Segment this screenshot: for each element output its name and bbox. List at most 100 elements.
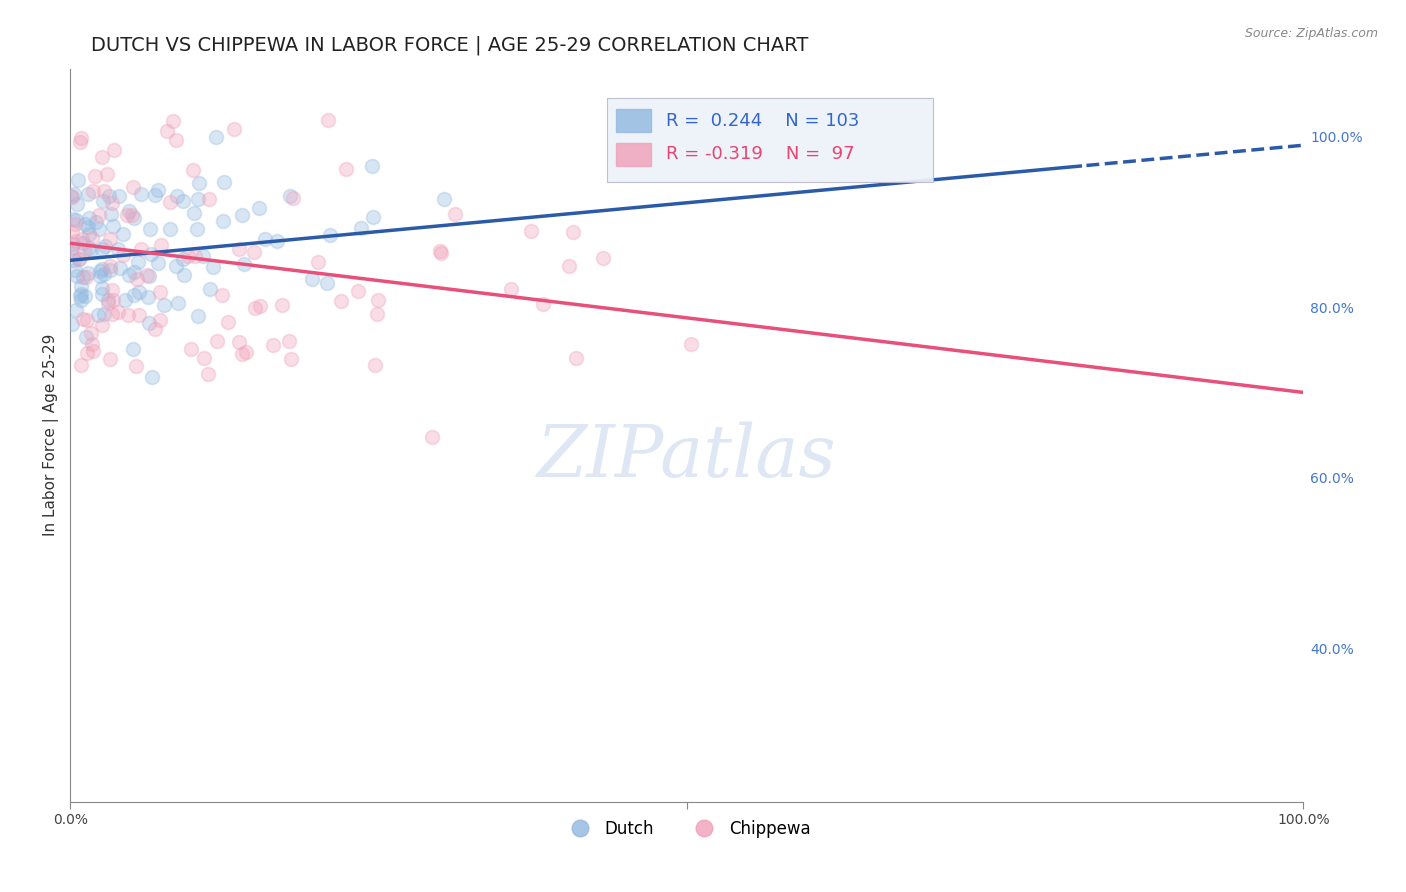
Point bbox=[62, 318, 84, 332]
Point bbox=[86, 308, 108, 322]
Point bbox=[70, 287, 93, 301]
Point bbox=[103, 293, 125, 308]
Point bbox=[100, 307, 122, 321]
Point bbox=[98, 351, 121, 366]
Point bbox=[131, 187, 153, 202]
Point bbox=[67, 252, 90, 267]
Point bbox=[187, 193, 209, 207]
Text: DUTCH VS CHIPPEWA IN LABOR FORCE | AGE 25-29 CORRELATION CHART: DUTCH VS CHIPPEWA IN LABOR FORCE | AGE 2… bbox=[91, 36, 808, 55]
Point bbox=[280, 352, 302, 367]
Point bbox=[73, 217, 96, 231]
Point bbox=[301, 272, 323, 286]
Point bbox=[93, 307, 115, 321]
Point bbox=[76, 220, 98, 235]
Point bbox=[91, 318, 114, 332]
Point bbox=[101, 195, 124, 210]
Point bbox=[146, 256, 169, 270]
Point bbox=[183, 249, 205, 263]
Point bbox=[281, 191, 304, 205]
Point bbox=[128, 308, 150, 322]
Text: R =  0.244    N = 103: R = 0.244 N = 103 bbox=[666, 112, 859, 129]
Point bbox=[121, 343, 143, 357]
Point bbox=[72, 311, 94, 326]
Point bbox=[96, 167, 118, 181]
Point bbox=[90, 150, 112, 164]
Point bbox=[87, 221, 110, 235]
Point bbox=[558, 259, 581, 273]
Point bbox=[266, 235, 288, 249]
Point bbox=[87, 209, 110, 223]
Point bbox=[361, 211, 384, 225]
Point bbox=[60, 245, 83, 260]
Point bbox=[111, 248, 134, 262]
Point bbox=[172, 194, 194, 208]
Point bbox=[201, 260, 224, 275]
Point bbox=[76, 312, 98, 326]
Point bbox=[350, 221, 373, 235]
Point bbox=[159, 194, 181, 209]
Point bbox=[80, 243, 103, 257]
Point bbox=[561, 225, 583, 239]
Point bbox=[70, 131, 93, 145]
Point bbox=[330, 293, 353, 308]
Point bbox=[82, 343, 104, 358]
Point bbox=[214, 175, 236, 189]
Point bbox=[72, 270, 94, 285]
Point bbox=[82, 184, 104, 198]
Point bbox=[76, 266, 98, 280]
Point bbox=[444, 207, 467, 221]
Point bbox=[278, 189, 301, 203]
Point bbox=[107, 304, 129, 318]
Point bbox=[82, 336, 104, 351]
Point bbox=[73, 289, 96, 303]
Point bbox=[97, 295, 120, 310]
Point bbox=[63, 187, 86, 202]
Point bbox=[366, 307, 388, 321]
Point bbox=[63, 252, 86, 267]
Point bbox=[231, 208, 253, 222]
Point bbox=[93, 267, 115, 281]
Point bbox=[181, 163, 204, 178]
Point bbox=[138, 316, 160, 330]
Text: Source: ZipAtlas.com: Source: ZipAtlas.com bbox=[1244, 27, 1378, 40]
Point bbox=[79, 227, 101, 241]
Point bbox=[592, 251, 614, 265]
Point bbox=[79, 242, 101, 256]
Point bbox=[681, 336, 703, 351]
Point bbox=[180, 343, 202, 357]
Point bbox=[65, 234, 87, 248]
Point bbox=[172, 252, 194, 267]
Point bbox=[91, 242, 114, 256]
Point bbox=[67, 252, 90, 267]
Point bbox=[143, 321, 166, 335]
Point bbox=[100, 260, 122, 274]
Point bbox=[100, 207, 122, 221]
Point bbox=[94, 239, 117, 253]
Point bbox=[217, 315, 239, 329]
Point bbox=[91, 286, 114, 301]
Point bbox=[60, 189, 83, 203]
Point bbox=[211, 214, 233, 228]
Point bbox=[316, 276, 339, 290]
Point bbox=[136, 268, 159, 282]
Point bbox=[429, 244, 451, 258]
Point bbox=[122, 211, 145, 226]
Point bbox=[165, 259, 187, 273]
Point bbox=[520, 224, 543, 238]
Text: R = -0.319    N =  97: R = -0.319 N = 97 bbox=[666, 145, 855, 163]
Point bbox=[65, 213, 87, 227]
Point bbox=[367, 293, 389, 308]
Point bbox=[98, 263, 121, 277]
Point bbox=[262, 338, 284, 352]
Point bbox=[186, 221, 208, 235]
Point bbox=[98, 232, 121, 246]
Point bbox=[93, 185, 115, 199]
Point bbox=[335, 161, 357, 176]
Point bbox=[198, 192, 221, 206]
Point bbox=[364, 358, 387, 372]
Point bbox=[231, 347, 253, 361]
Point bbox=[243, 301, 266, 316]
Point bbox=[77, 211, 100, 225]
Point bbox=[188, 176, 211, 190]
Point bbox=[433, 192, 456, 206]
